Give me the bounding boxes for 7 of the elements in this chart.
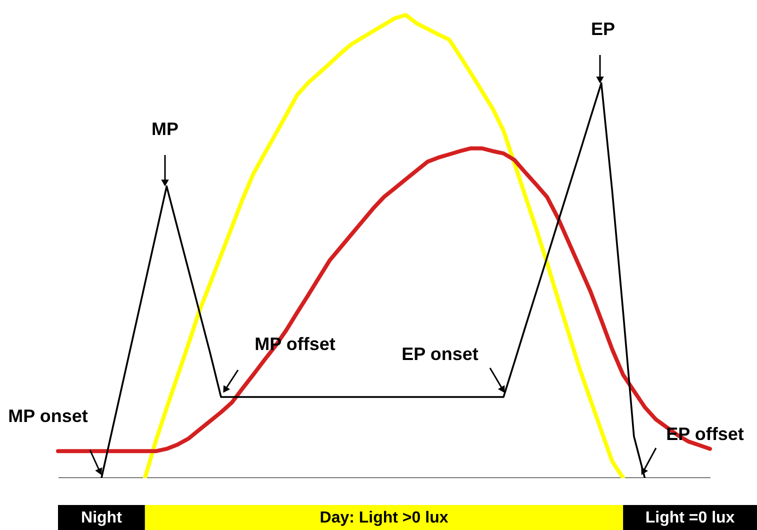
annotation: EP onset (402, 344, 478, 364)
annotation: MP (152, 119, 178, 139)
text: Light =0 lux (645, 510, 735, 526)
annotation: EP (590, 19, 616, 39)
text: Day: Light >0 lux (320, 510, 448, 526)
text: Night (81, 510, 123, 526)
annotation: MP onset (8, 406, 88, 426)
